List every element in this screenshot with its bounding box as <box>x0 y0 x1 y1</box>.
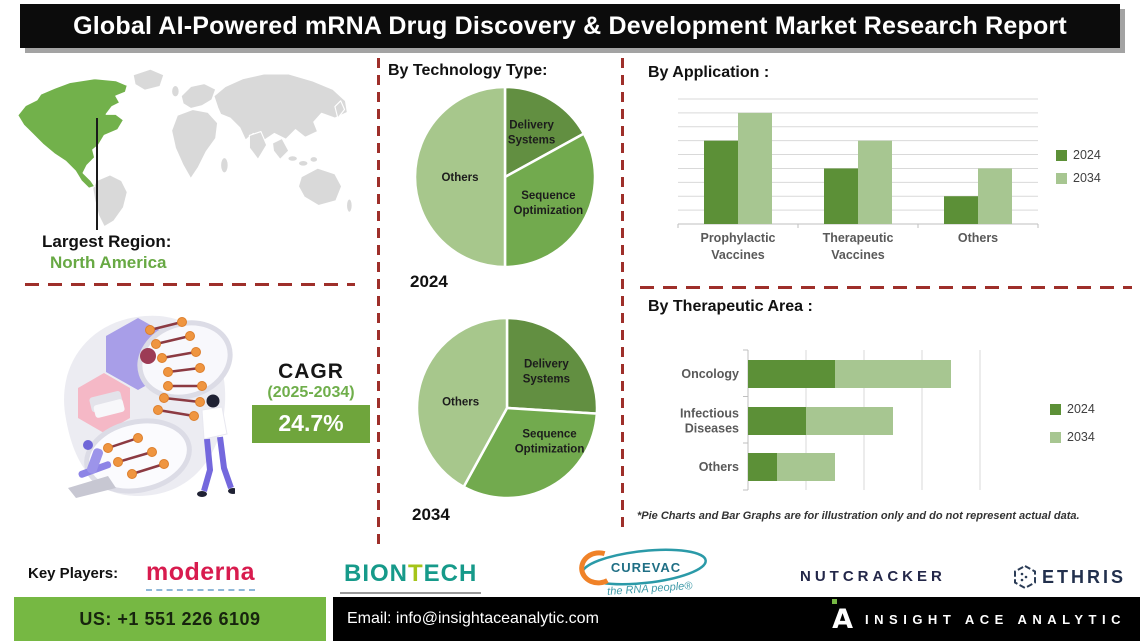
svg-text:Diseases: Diseases <box>685 422 739 436</box>
moderna-logo: moderna <box>146 558 256 591</box>
svg-text:Therapeutic: Therapeutic <box>823 231 894 245</box>
svg-text:Prophylactic: Prophylactic <box>700 231 775 245</box>
world-map <box>17 68 353 228</box>
biontech-post: ECH <box>423 560 478 587</box>
svg-text:Infectious: Infectious <box>680 407 739 421</box>
dna-helix <box>149 320 202 418</box>
svg-text:Others: Others <box>441 172 478 184</box>
map-new-zealand <box>345 198 353 213</box>
technology-heading: By Technology Type: <box>388 62 548 79</box>
legend-label-2024: 2024 <box>1073 148 1101 162</box>
map-japan <box>334 100 346 119</box>
lab-illustration <box>64 315 235 498</box>
pie-chart-2034: Delivery Systems Sequence Optimization Other… <box>415 316 599 500</box>
legend-label-2034: 2034 <box>1067 430 1095 444</box>
legend-label-2034: 2034 <box>1073 171 1101 185</box>
curevac-tagline: the RNA people® <box>607 580 694 598</box>
therapeutic-heading: By Therapeutic Area : <box>648 298 813 315</box>
divider-horizontal-left <box>25 283 355 286</box>
legend-item-2024: 2024 <box>1056 148 1101 162</box>
svg-text:Others: Others <box>699 460 739 474</box>
application-heading: By Application : <box>648 64 770 81</box>
pie-chart-2024: Delivery Systems Sequence Optimization Other… <box>413 85 597 269</box>
legend-swatch-2024 <box>1056 149 1067 161</box>
report-title-bar: Global AI-Powered mRNA Drug Discovery & … <box>20 4 1120 48</box>
curevac-name: CUREVAC <box>611 560 681 575</box>
largest-region-value: North America <box>50 253 167 272</box>
legend-item-2034: 2034 <box>1050 430 1095 444</box>
biontech-pre: BION <box>344 560 408 587</box>
therapeutic-legend: 2024 2034 <box>1050 402 1095 444</box>
svg-text:Others: Others <box>958 231 998 245</box>
chart-disclaimer: *Pie Charts and Bar Graphs are for illus… <box>637 510 1080 522</box>
svg-text:Others: Others <box>442 396 479 408</box>
largest-region-label: Largest Region: <box>42 232 172 251</box>
map-se-asia <box>271 137 290 161</box>
map-africa <box>170 108 219 180</box>
ethris-logo: ETHRIS <box>1013 564 1126 590</box>
ethris-name: ETHRIS <box>1042 566 1127 587</box>
region-pointer-line <box>96 118 98 230</box>
svg-text:Vaccines: Vaccines <box>711 248 765 262</box>
phone-bar: US: +1 551 226 6109 <box>14 597 326 641</box>
legend-label-2024: 2024 <box>1067 402 1095 416</box>
insightace-logo: A INSIGHT ACE ANALYTIC <box>832 598 1126 635</box>
map-india <box>248 131 268 161</box>
application-bar-chart: Prophylactic Vaccines Therapeutic Vaccines O… <box>677 98 1039 262</box>
map-south-america <box>92 174 128 228</box>
map-greenland <box>132 68 165 91</box>
report-title: Global AI-Powered mRNA Drug Discovery & … <box>73 11 1067 40</box>
cagr-label: CAGR <box>278 360 344 383</box>
biontech-logo: BIONTECH <box>340 560 482 594</box>
cagr-block: CAGR (2025-2034) 24.7% <box>252 360 370 443</box>
legend-swatch-2034 <box>1050 431 1061 443</box>
biontech-mid: T <box>408 560 424 587</box>
application-legend: 2024 2034 <box>1056 148 1101 185</box>
legend-item-2034: 2034 <box>1056 171 1101 185</box>
cagr-period: (2025-2034) <box>267 384 355 401</box>
divider-horizontal-right <box>640 286 1132 289</box>
key-players-label: Key Players: <box>28 565 119 582</box>
map-europe <box>180 82 217 110</box>
map-asia <box>213 73 349 142</box>
legend-item-2024: 2024 <box>1050 402 1095 416</box>
contact-email: Email: info@insightaceanalytic.com <box>347 610 599 627</box>
insightace-logo-mark: A <box>832 598 854 635</box>
contact-bar: Email: info@insightaceanalytic.com A INS… <box>333 597 1140 641</box>
map-australia <box>297 167 343 207</box>
scientist-figure <box>197 394 235 497</box>
ethris-hexagon-icon <box>1014 564 1036 590</box>
legend-swatch-2024 <box>1050 403 1061 415</box>
map-uk <box>170 84 180 98</box>
phone-number: US: +1 551 226 6109 <box>79 608 261 629</box>
nutcracker-logo: NUTCRACKER <box>800 568 946 585</box>
divider-vertical-left <box>377 58 380 545</box>
legend-swatch-2034 <box>1056 172 1067 184</box>
map-north-america-highlight <box>17 78 128 189</box>
cagr-value-badge: 24.7% <box>252 405 370 443</box>
svg-text:Vaccines: Vaccines <box>831 248 885 262</box>
svg-text:Oncology: Oncology <box>681 367 739 381</box>
divider-vertical-right <box>621 58 624 528</box>
microscope <box>68 440 116 498</box>
curevac-logo: CUREVAC the RNA people® <box>579 548 707 598</box>
insightace-brand-name: INSIGHT ACE ANALYTIC <box>865 611 1126 627</box>
map-madagascar <box>219 156 229 174</box>
pie-2034-year-label: 2034 <box>412 505 450 524</box>
pie-2024-year-label: 2024 <box>410 272 448 291</box>
